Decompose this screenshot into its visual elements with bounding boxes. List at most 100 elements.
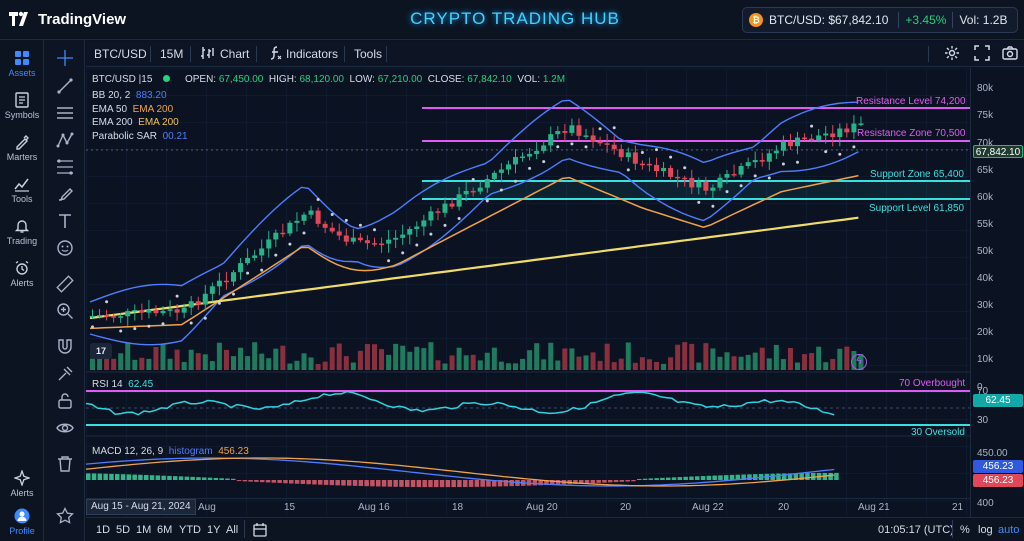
candle-body bbox=[393, 237, 399, 240]
macd-histogram-bar bbox=[387, 480, 393, 487]
macd-histogram-bar bbox=[225, 478, 230, 480]
trash-icon[interactable] bbox=[56, 455, 74, 473]
price-chart-svg[interactable] bbox=[86, 68, 970, 520]
volume-bar bbox=[646, 359, 652, 370]
range-5d-button[interactable]: 5D bbox=[116, 524, 131, 536]
sar-dot bbox=[175, 294, 179, 298]
sidebar-item-markers[interactable]: Marters bbox=[0, 134, 44, 162]
date-range-chip[interactable]: Aug 15 - Aug 21, 2024 bbox=[86, 499, 196, 515]
sidebar-item-trading[interactable]: Trading bbox=[0, 218, 44, 246]
volume-bar bbox=[639, 357, 645, 370]
candle-body bbox=[449, 203, 455, 207]
ema50-legend[interactable]: EMA 50 EMA 200 bbox=[92, 103, 174, 115]
price-tick: 10k bbox=[977, 354, 994, 365]
chart-type-button[interactable]: Chart bbox=[220, 47, 250, 61]
volume-bar bbox=[555, 360, 561, 370]
utc-clock[interactable]: 01:05:17 (UTC) bbox=[878, 524, 954, 536]
zoom-in-icon[interactable] bbox=[56, 302, 74, 320]
sar-dot bbox=[824, 150, 828, 154]
sar-legend[interactable]: Parabolic SAR 00.21 bbox=[92, 130, 188, 142]
ruler-icon[interactable] bbox=[56, 275, 74, 293]
fib-icon[interactable] bbox=[56, 158, 74, 176]
range-all-button[interactable]: All bbox=[226, 524, 239, 536]
volume-bar bbox=[625, 342, 631, 370]
macd-histogram-bar bbox=[706, 475, 712, 480]
symbol-selector[interactable]: BTC/USD bbox=[94, 47, 147, 61]
volume-bar bbox=[90, 358, 95, 370]
volume-bar bbox=[773, 344, 779, 370]
chart-type-icon[interactable] bbox=[200, 45, 216, 64]
macd-legend[interactable]: MACD 12, 26, 9 histogram 456.23 bbox=[92, 446, 249, 457]
trend-line-icon[interactable] bbox=[56, 77, 74, 95]
range-1d-button[interactable]: 1D bbox=[96, 524, 111, 536]
lock-drawing-icon[interactable] bbox=[56, 365, 74, 383]
volume-bar bbox=[745, 354, 751, 370]
drawing-tools-panel bbox=[45, 40, 85, 541]
flash-icon[interactable]: ϟ bbox=[851, 354, 867, 370]
settings-gear-icon[interactable] bbox=[944, 45, 960, 64]
eye-icon[interactable] bbox=[56, 419, 74, 437]
indicators-button[interactable]: Indicators bbox=[286, 47, 339, 61]
range-ytd-button[interactable]: YTD bbox=[179, 524, 201, 536]
log-toggle[interactable]: log bbox=[978, 524, 993, 536]
macd-histogram-bar bbox=[439, 480, 445, 488]
macd-histogram-bar bbox=[660, 477, 665, 480]
sidebar-item-profile[interactable]: Profile bbox=[0, 508, 44, 536]
bb-legend[interactable]: BB 20, 2 883.20 bbox=[92, 90, 167, 101]
sidebar-item-alerts[interactable]: Alerts bbox=[0, 260, 44, 288]
time-axis[interactable]: Aug 15 Aug 16 18 Aug 20 20 Aug 22 20 Aug… bbox=[86, 498, 970, 516]
macd-histogram-bar bbox=[138, 474, 143, 480]
star-icon[interactable] bbox=[56, 507, 74, 525]
volume-bar bbox=[823, 362, 829, 370]
sidebar-label: Profile bbox=[9, 526, 35, 536]
macd-histogram-bar bbox=[341, 480, 346, 486]
indicators-icon[interactable] bbox=[268, 45, 284, 64]
lock-icon[interactable] bbox=[56, 392, 74, 410]
text-tool-icon[interactable] bbox=[56, 212, 74, 230]
emoji-icon[interactable] bbox=[56, 239, 74, 257]
macd-histogram-bar bbox=[329, 480, 335, 486]
ticker-summary[interactable]: ₿ BTC/USD: $67,842.10 +3.45% Vol: 1.2B bbox=[742, 7, 1018, 33]
camera-icon[interactable] bbox=[1002, 45, 1018, 64]
macd-histogram-bar bbox=[109, 473, 114, 480]
ema200-legend[interactable]: EMA 200 EMA 200 bbox=[92, 117, 179, 129]
interval-selector[interactable]: 15M bbox=[160, 47, 184, 61]
goto-date-icon[interactable] bbox=[252, 522, 268, 541]
magnet-icon[interactable] bbox=[56, 338, 74, 356]
macd-histogram-bar bbox=[811, 473, 816, 480]
sidebar-item-symbols[interactable]: Symbols bbox=[0, 92, 44, 120]
sidebar-item-alerts-bottom[interactable]: Alerts bbox=[0, 470, 44, 498]
crosshair-icon[interactable] bbox=[56, 49, 74, 67]
range-1m-button[interactable]: 1M bbox=[136, 524, 152, 536]
volume-bar bbox=[738, 356, 744, 370]
macd-histogram-bar bbox=[573, 480, 578, 484]
volume-bar bbox=[386, 354, 392, 370]
macd-histogram-bar bbox=[729, 474, 735, 480]
volume-bar bbox=[541, 359, 547, 370]
candle-body bbox=[639, 163, 645, 166]
fullscreen-icon[interactable] bbox=[974, 45, 990, 64]
pattern-icon[interactable] bbox=[56, 131, 74, 149]
volume-bar bbox=[576, 356, 582, 370]
price-tick: 80k bbox=[977, 83, 994, 94]
time-tick: 18 bbox=[452, 502, 464, 513]
sidebar-item-assets[interactable]: Assets bbox=[0, 50, 44, 78]
price-axis[interactable]: 80k 75k 70k 65k 60k 55k 50k 40k 30k 20k … bbox=[970, 68, 1024, 520]
brush-icon[interactable] bbox=[56, 185, 74, 203]
macd-histogram-bar bbox=[555, 480, 561, 485]
horizontal-lines-icon[interactable] bbox=[56, 104, 74, 122]
percent-toggle[interactable]: % bbox=[960, 524, 970, 536]
auto-toggle[interactable]: auto bbox=[998, 524, 1020, 536]
macd-histogram-bar bbox=[300, 480, 306, 484]
rsi-legend[interactable]: RSI 14 62.45 bbox=[92, 379, 154, 390]
macd-histogram-bar bbox=[787, 473, 793, 480]
macd-histogram-bar bbox=[474, 480, 480, 487]
tradingview-logo[interactable]: TradingView bbox=[8, 9, 126, 29]
chart-area[interactable] bbox=[86, 68, 970, 520]
tools-button[interactable]: Tools bbox=[354, 47, 383, 61]
sar-dot bbox=[584, 145, 588, 149]
macd-histogram-bar bbox=[486, 480, 491, 487]
range-1y-button[interactable]: 1Y bbox=[207, 524, 221, 536]
range-6m-button[interactable]: 6M bbox=[157, 524, 173, 536]
sidebar-item-tools[interactable]: Tools bbox=[0, 176, 44, 204]
